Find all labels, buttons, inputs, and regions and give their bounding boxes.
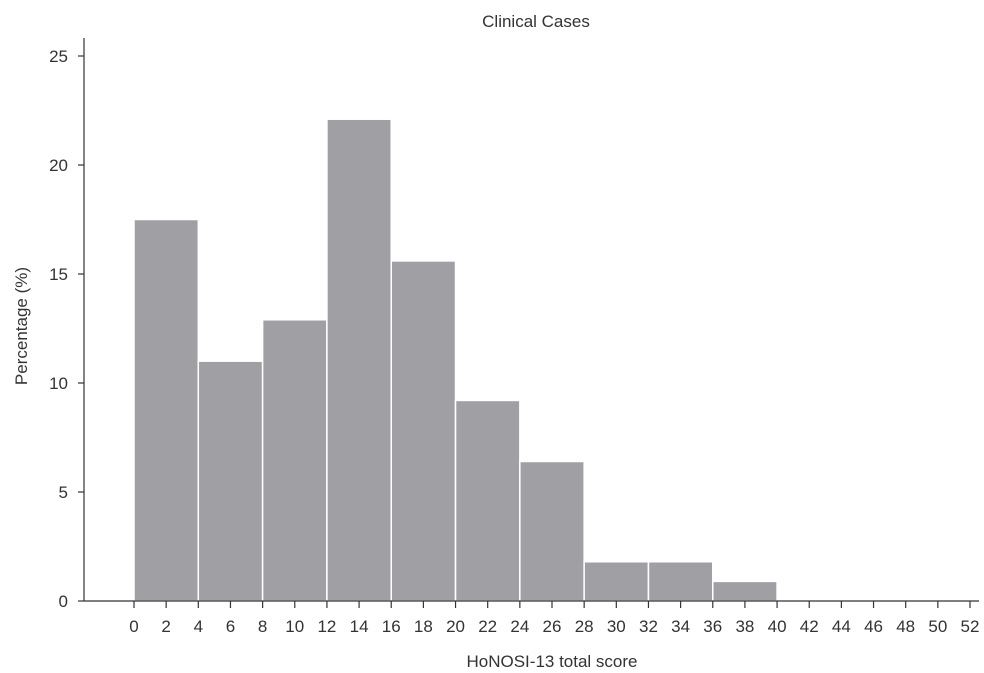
x-tick-label: 6: [226, 617, 235, 636]
y-tick-label: 20: [49, 156, 68, 175]
bars-group: [133, 118, 778, 602]
x-tick-label: 22: [478, 617, 497, 636]
x-tick-label: 42: [800, 617, 819, 636]
histogram-bar: [390, 260, 457, 602]
x-tick-label: 26: [543, 617, 562, 636]
histogram-bar: [454, 399, 521, 602]
x-tick-label: 50: [928, 617, 947, 636]
y-tick-label: 0: [59, 592, 68, 611]
x-tick-label: 2: [161, 617, 170, 636]
histogram-bar: [197, 360, 264, 602]
histogram-bar: [712, 580, 778, 602]
x-tick-label: 52: [961, 617, 980, 636]
x-tick-label: 24: [510, 617, 529, 636]
x-tick-label: 36: [703, 617, 722, 636]
histogram-bar: [261, 319, 328, 602]
histogram-bar: [647, 561, 714, 602]
x-ticks-group: 0 2 4 6 8 10 12 14 16 18 20 22 24 26 28 30 32 34 36 38 40 42 4…: [129, 601, 979, 636]
y-tick-label: 25: [49, 47, 68, 66]
histogram-bar: [133, 218, 200, 602]
x-tick-label: 46: [864, 617, 883, 636]
histogram-bar: [326, 118, 392, 602]
x-tick-label: 38: [735, 617, 754, 636]
x-tick-label: 20: [446, 617, 465, 636]
x-tick-label: 16: [382, 617, 401, 636]
y-axis-label: Percentage (%): [12, 267, 31, 385]
chart-title: Clinical Cases: [482, 12, 590, 31]
x-axis-label: HoNOSI-13 total score: [466, 652, 637, 671]
histogram-bar: [583, 561, 650, 602]
x-tick-label: 48: [896, 617, 915, 636]
x-tick-label: 40: [768, 617, 787, 636]
x-tick-label: 30: [607, 617, 626, 636]
x-tick-label: 32: [639, 617, 658, 636]
y-tick-label: 10: [49, 374, 68, 393]
x-tick-label: 28: [575, 617, 594, 636]
y-tick-label: 15: [49, 265, 68, 284]
x-tick-label: 14: [350, 617, 369, 636]
x-tick-label: 12: [317, 617, 336, 636]
x-tick-label: 4: [194, 617, 203, 636]
x-tick-label: 8: [258, 617, 267, 636]
histogram-bar: [519, 460, 585, 602]
x-tick-label: 18: [414, 617, 433, 636]
y-ticks-group: 0 5 10 15 20 25: [49, 47, 84, 611]
x-tick-label: 44: [832, 617, 851, 636]
x-tick-label: 10: [285, 617, 304, 636]
y-tick-label: 5: [59, 483, 68, 502]
x-tick-label: 34: [671, 617, 690, 636]
x-tick-label: 0: [129, 617, 138, 636]
